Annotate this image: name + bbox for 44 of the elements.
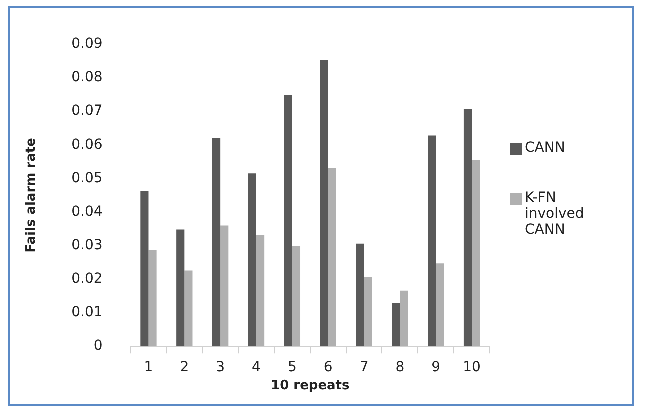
bar [392,303,400,347]
y-tick-label: 0.04 [72,204,103,220]
x-tick-label: 1 [144,360,154,376]
bar [184,270,193,347]
legend-label: K-FN involved CANN [525,190,586,238]
x-tick-label: 6 [324,360,333,376]
x-tick-label: 10 [463,360,481,376]
x-tick-label: 8 [396,360,405,376]
bar [320,60,328,347]
bar [364,277,372,347]
bar [256,235,265,347]
bar [220,226,229,347]
bar [400,290,408,347]
bar [428,136,436,347]
y-tick-label: 0.02 [72,271,103,288]
y-tick-label: 0 [94,338,103,354]
bar [140,191,149,347]
x-tick-label: 7 [360,360,369,376]
y-axis-title: Fails alarm rate [24,138,40,253]
bar [328,168,336,347]
x-tick-label: 9 [432,360,441,376]
bar [436,264,444,347]
bar [292,246,301,347]
bar [212,138,221,347]
y-tick-label: 0.06 [72,136,103,153]
bar [176,230,185,347]
y-tick-label: 0.03 [72,238,103,254]
x-axis-title: 10 repeats [271,378,350,394]
y-tick-label: 0.01 [72,304,103,321]
legend-label: CANN [525,140,566,156]
y-tick-label: 0.09 [72,36,103,52]
x-tick-label: 5 [288,360,297,376]
x-tick-label: 4 [252,360,262,376]
x-tick-label: 2 [180,360,190,376]
bar [148,250,157,347]
bar [284,95,292,347]
bar [356,244,364,347]
bar [464,109,472,347]
x-tick-label: 3 [216,360,226,376]
y-tick-label: 0.07 [72,103,103,120]
y-tick-label: 0.08 [72,70,103,86]
y-tick-label: 0.05 [72,170,103,186]
bar [472,160,480,347]
bar [248,174,256,347]
